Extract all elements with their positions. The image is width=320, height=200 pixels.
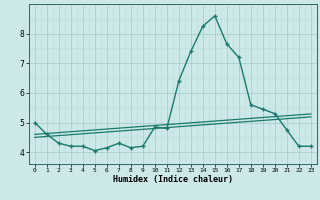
X-axis label: Humidex (Indice chaleur): Humidex (Indice chaleur) (113, 175, 233, 184)
